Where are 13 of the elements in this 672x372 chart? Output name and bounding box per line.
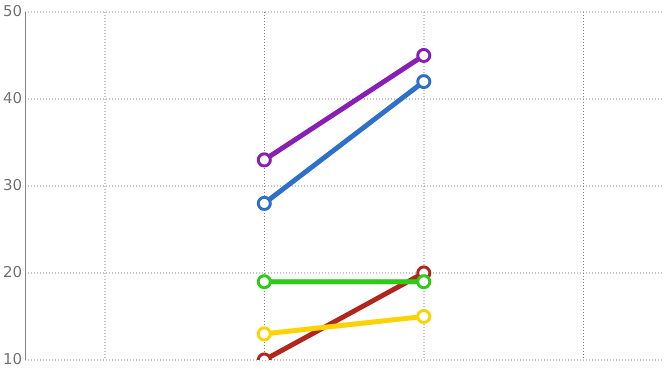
point	[256, 152, 272, 168]
point	[256, 274, 272, 290]
y-tick-label: 30	[2, 176, 22, 194]
point	[256, 196, 272, 211]
point	[416, 74, 432, 90]
y-tick-label: 40	[2, 88, 22, 107]
y-tick-label: 20	[2, 262, 22, 281]
y-tick-label: 50	[2, 2, 22, 20]
y-tick-label: 10	[2, 350, 22, 368]
point	[256, 326, 272, 342]
point	[416, 309, 432, 324]
point	[416, 274, 432, 290]
point	[416, 48, 432, 63]
